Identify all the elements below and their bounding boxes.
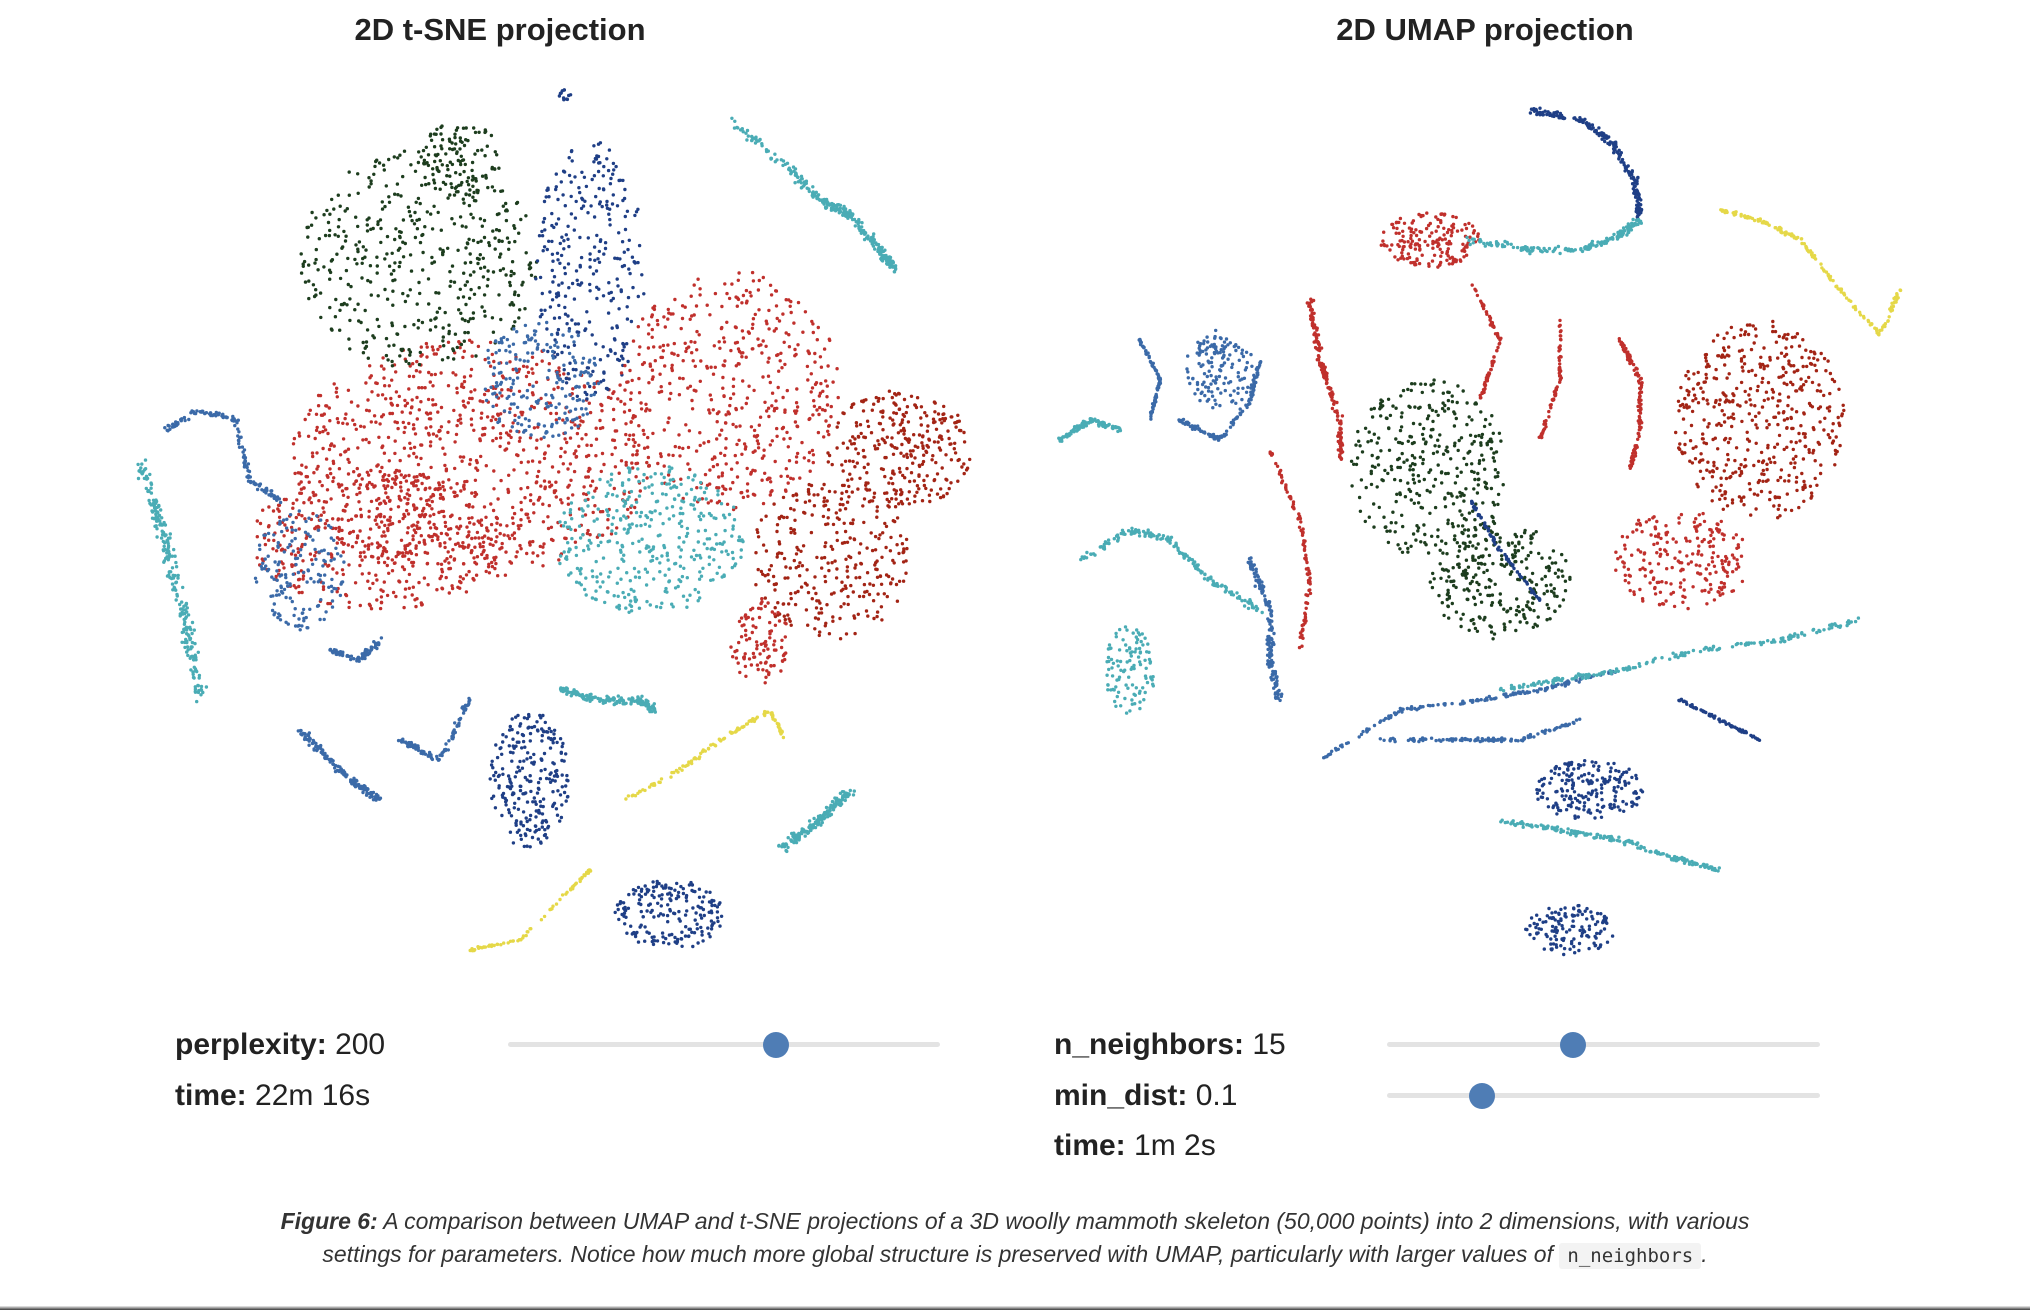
tsne-title: 2D t-SNE projection [354, 12, 646, 47]
perplexity-readout: perplexity: 200 [175, 1028, 385, 1062]
point-cloud [136, 88, 972, 953]
perplexity-label: perplexity: [175, 1028, 327, 1061]
min-dist-slider-track[interactable] [1387, 1093, 1820, 1098]
umap-time-label: time: [1054, 1129, 1126, 1162]
tsne-time-readout: time: 22m 16s [175, 1079, 370, 1113]
min-dist-slider[interactable] [1387, 1083, 1820, 1109]
tsne-panel: 2D t-SNE projection perplexity: 200 time… [0, 0, 1000, 1112]
caption-end: . [1701, 1241, 1708, 1267]
umap-panel: 2D UMAP projection n_neighbors: 15 min_d… [1000, 0, 2030, 1162]
tsne-scatter-plot [136, 88, 972, 953]
perplexity-slider-track[interactable] [508, 1042, 940, 1047]
point-cloud [1057, 106, 1903, 957]
umap-time-readout: time: 1m 2s [1054, 1129, 1216, 1163]
n-neighbors-slider-thumb[interactable] [1560, 1032, 1587, 1058]
n-neighbors-label: n_neighbors: [1054, 1028, 1245, 1061]
perplexity-slider[interactable] [508, 1032, 940, 1058]
perplexity-slider-thumb[interactable] [762, 1032, 789, 1058]
n-neighbors-slider[interactable] [1387, 1032, 1820, 1058]
tsne-time-label: time: [175, 1079, 247, 1112]
window-bottom-edge [0, 1306, 2030, 1310]
perplexity-value: 200 [335, 1028, 386, 1061]
n-neighbors-slider-track[interactable] [1387, 1042, 1820, 1047]
n-neighbors-value: 15 [1252, 1028, 1286, 1061]
min-dist-value: 0.1 [1195, 1079, 1238, 1112]
caption-text: A comparison between UMAP and t-SNE proj… [322, 1208, 1750, 1267]
umap-title: 2D UMAP projection [1336, 12, 1634, 47]
n-neighbors-readout: n_neighbors: 15 [1054, 1028, 1286, 1062]
min-dist-label: min_dist: [1054, 1079, 1188, 1112]
caption-lead: Figure 6: [280, 1208, 378, 1234]
tsne-time-value: 22m 16s [255, 1079, 371, 1112]
umap-time-value: 1m 2s [1134, 1129, 1216, 1162]
umap-scatter-plot [1057, 106, 1903, 957]
figure-caption: Figure 6: A comparison between UMAP and … [260, 1205, 1770, 1273]
min-dist-readout: min_dist: 0.1 [1054, 1079, 1237, 1113]
min-dist-slider-thumb[interactable] [1469, 1083, 1496, 1109]
caption-code: n_neighbors [1559, 1243, 1702, 1269]
